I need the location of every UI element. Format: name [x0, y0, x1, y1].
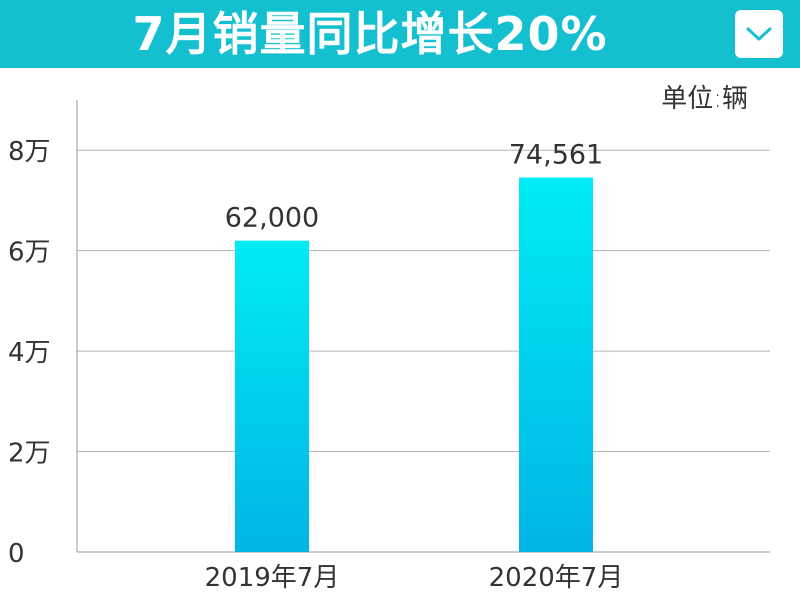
data-label: 74,561 [509, 140, 603, 171]
y-tick-label: 4万 [8, 338, 51, 368]
chevron-down-icon [746, 27, 772, 41]
bar [235, 240, 309, 552]
header-banner: 7月销量同比增长20% [0, 0, 800, 68]
x-tick-label: 2019年7月 [205, 563, 340, 593]
y-tick-label: 8万 [8, 137, 51, 167]
data-label: 62,000 [225, 203, 319, 234]
y-tick-label: 0 [8, 539, 25, 569]
y-tick-label: 2万 [8, 439, 51, 469]
y-tick-label: 6万 [8, 238, 51, 268]
dropdown-button[interactable] [735, 10, 783, 58]
bar [519, 177, 593, 552]
x-tick-label: 2020年7月 [489, 563, 624, 593]
page-title: 7月销量同比增长20% [132, 7, 608, 61]
unit-label: 单位:辆 [661, 84, 748, 114]
